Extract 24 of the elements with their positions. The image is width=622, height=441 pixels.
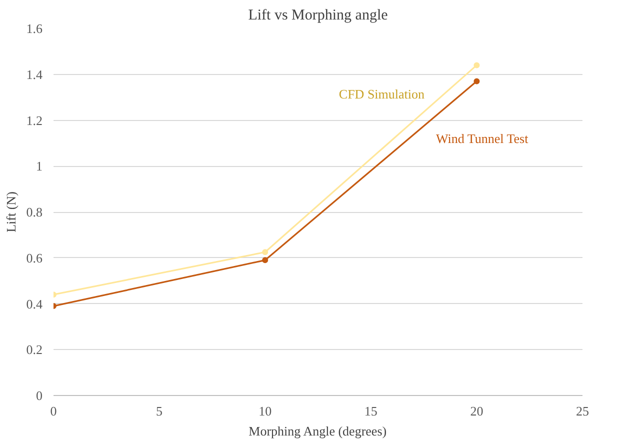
series-label: Wind Tunnel Test	[436, 130, 529, 146]
y-tick-label: 1.2	[26, 112, 42, 128]
x-axis-title: Morphing Angle (degrees)	[248, 424, 387, 438]
y-tick-label: 0.4	[26, 296, 43, 312]
y-tick-label: 0.8	[26, 204, 42, 220]
x-tick-label: 5	[156, 404, 163, 418]
point	[474, 78, 480, 84]
x-tick-label: 25	[576, 404, 589, 418]
x-tick-label: 10	[258, 404, 272, 418]
point	[262, 257, 268, 264]
y-tick-label: 0.2	[26, 342, 42, 358]
y-tick-label: 0.6	[26, 250, 43, 266]
y-tick-label: 1	[36, 158, 42, 174]
chart-title: Lift vs Morphing angle	[248, 8, 388, 24]
y-axis-title: Lift (N)	[3, 192, 18, 232]
y-tick-label: 1.4	[26, 66, 43, 82]
series-label: CFD Simulation	[338, 86, 425, 102]
point	[262, 249, 268, 256]
x-tick-label: 15	[364, 404, 378, 418]
y-tick-label: 0	[36, 388, 42, 403]
x-tick-label: 20	[470, 404, 484, 418]
point	[474, 62, 480, 68]
y-tick-label: 1.6	[26, 21, 43, 36]
x-tick-label: 0	[50, 404, 57, 418]
